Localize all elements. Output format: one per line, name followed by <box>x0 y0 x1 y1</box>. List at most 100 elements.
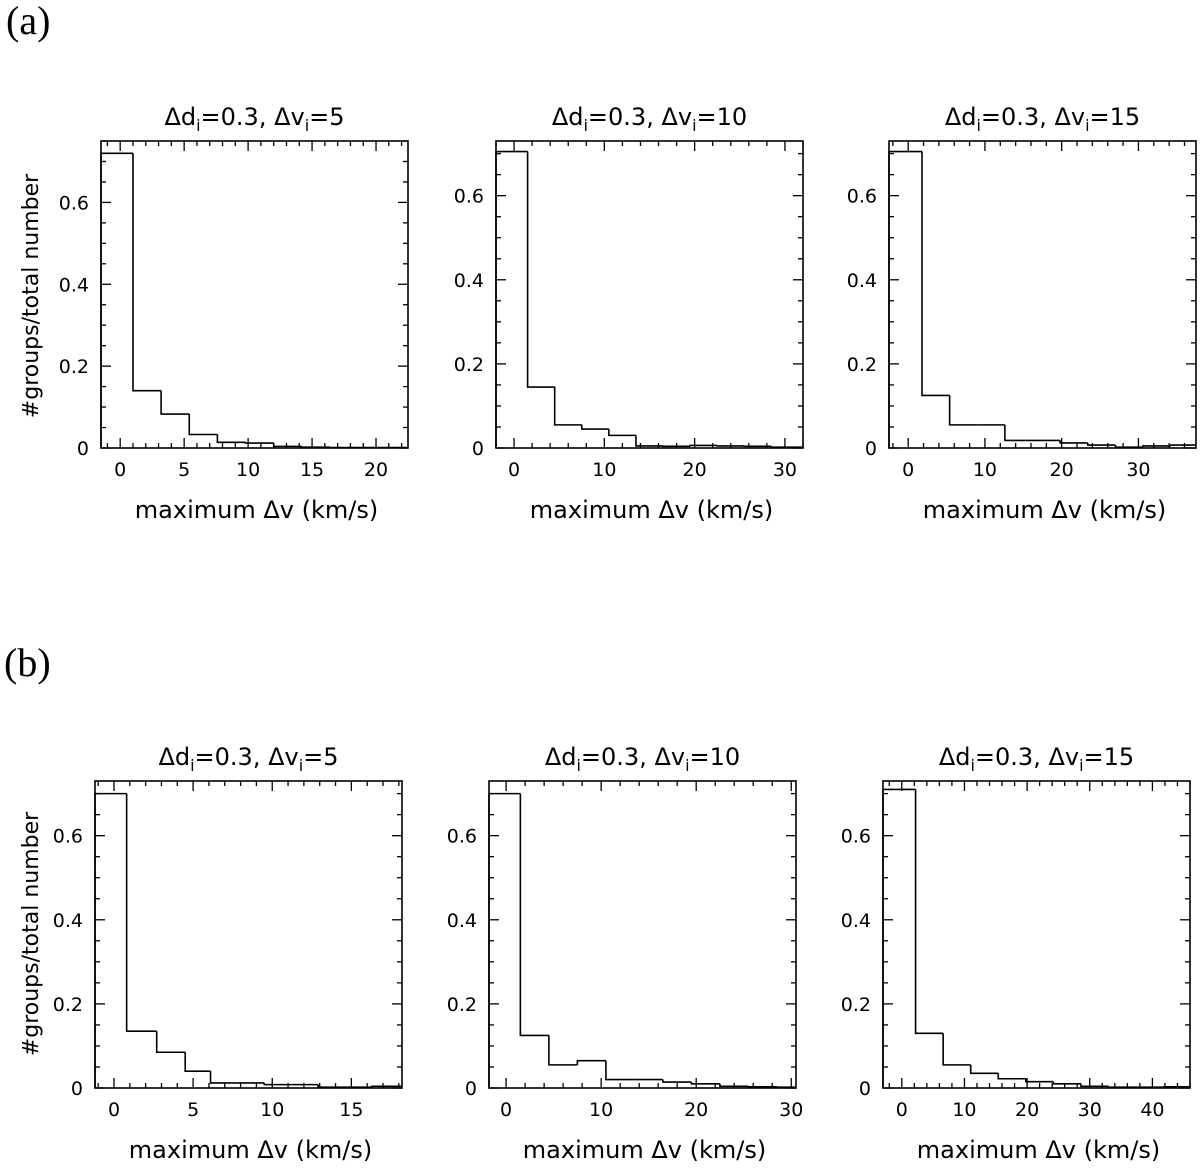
x-tick-label: 0 <box>902 459 914 481</box>
title-subscript: i <box>1085 116 1089 135</box>
title-subscript: i <box>190 756 194 775</box>
chart-2: Δdi=0.3, Δvi=100 10 20 3000.20.40.6maximum … <box>454 103 804 524</box>
x-tick-label: 15 <box>300 459 324 481</box>
title-segment: =0.3, Δv <box>975 743 1079 771</box>
chart-1: Δdi=0.3, Δvi=50 5 10 15 2000.20.40.6maximum … <box>59 103 409 524</box>
histogram-bar <box>1086 442 1116 446</box>
histogram-bar <box>94 792 127 1088</box>
charts-group: Δdi=0.3, Δvi=50 5 10 15 2000.20.40.6maximum … <box>53 103 1197 1164</box>
chart-title: Δdi=0.3, Δvi=10 <box>552 103 747 135</box>
x-tick-label: 0 <box>896 1099 908 1121</box>
x-tick-label: 20 <box>1050 459 1074 481</box>
y-tick-label: 0.6 <box>454 186 484 208</box>
title-segment: =10 <box>690 743 741 771</box>
x-axis-label: maximum Δv (km/s) <box>530 496 773 524</box>
y-tick-label: 0 <box>465 1078 477 1100</box>
y-tick-label: 0.6 <box>847 186 877 208</box>
x-tick-label: 10 <box>260 1099 284 1121</box>
histogram-bar <box>969 1064 999 1075</box>
histogram-bar <box>948 395 978 426</box>
histogram-bar <box>719 1083 749 1088</box>
x-tick-label: 20 <box>683 459 707 481</box>
y-tick-label: 0 <box>865 438 877 460</box>
title-segment: =0.3, Δv <box>195 743 299 771</box>
title-segment: Δd <box>164 103 196 131</box>
y-tick-label: 0.6 <box>841 826 871 848</box>
y-tick-label: 0.2 <box>454 354 484 376</box>
histogram-bar <box>1114 445 1144 448</box>
histogram-bar <box>888 150 923 448</box>
title-segment: Δd <box>545 743 577 771</box>
title-segment: Δd <box>158 743 190 771</box>
chart-title: Δdi=0.3, Δvi=5 <box>164 103 344 135</box>
histogram-bar <box>244 442 274 444</box>
x-tick-label: 30 <box>1078 1099 1102 1121</box>
plot-frame <box>882 780 1191 1089</box>
plot-frame <box>488 780 797 1089</box>
histogram-bar <box>553 387 582 426</box>
x-tick-label: 10 <box>592 459 616 481</box>
histogram-bar <box>1004 424 1033 442</box>
chart-5: Δdi=0.3, Δvi=100 10 20 3000.20.40.6maximum … <box>447 743 804 1164</box>
title-segment: Δd <box>945 103 977 131</box>
histogram-bar <box>662 1079 692 1083</box>
panel-label-a: (a) <box>6 0 50 43</box>
plot-frame <box>100 140 409 449</box>
histogram-bar <box>605 1060 635 1081</box>
histogram-bar <box>997 1073 1026 1080</box>
chart-title: Δdi=0.3, Δvi=10 <box>545 743 740 775</box>
title-segment: =5 <box>309 103 344 131</box>
y-tick-label: 0.4 <box>447 910 477 932</box>
chart-title: Δdi=0.3, Δvi=15 <box>945 103 1140 135</box>
title-segment: =10 <box>697 103 748 131</box>
histogram-bar <box>608 429 636 437</box>
histogram-bar <box>882 788 916 1088</box>
x-tick-label: 0 <box>500 1099 512 1121</box>
histogram-bar <box>155 1031 186 1054</box>
y-tick-label: 0 <box>472 438 484 460</box>
histogram-bar <box>1080 1083 1109 1088</box>
histogram-bar <box>301 446 330 448</box>
title-segment: =0.3, Δv <box>201 103 305 131</box>
histogram-bar <box>272 443 302 448</box>
x-axis-label: maximum Δv (km/s) <box>923 496 1166 524</box>
histogram-bar <box>1142 445 1171 448</box>
title-subscript: i <box>692 116 696 135</box>
x-tick-label: 0 <box>108 1099 120 1121</box>
x-tick-label: 0 <box>114 459 126 481</box>
title-subscript: i <box>299 756 303 775</box>
x-tick-label: 0 <box>508 459 520 481</box>
histogram-bar <box>548 1035 578 1066</box>
x-axis-label: maximum Δv (km/s) <box>917 1136 1160 1164</box>
y-tick-label: 0.4 <box>847 270 877 292</box>
title-segment: =0.3, Δv <box>981 103 1085 131</box>
panel-label-b: (b) <box>4 640 51 685</box>
chart-3: Δdi=0.3, Δvi=150 10 20 3000.20.40.6maximum … <box>847 103 1197 524</box>
title-segment: =5 <box>303 743 338 771</box>
title-subscript: i <box>1079 756 1083 775</box>
histogram-bar <box>770 446 803 448</box>
y-tick-label: 0 <box>71 1078 83 1100</box>
y-tick-label: 0.4 <box>53 910 83 932</box>
histogram-bar <box>1025 1078 1054 1083</box>
y-tick-label: 0.4 <box>841 910 871 932</box>
x-tick-label: 40 <box>1140 1099 1164 1121</box>
title-subscript: i <box>196 116 200 135</box>
histogram-bar <box>371 1085 402 1088</box>
x-axis-label: maximum Δv (km/s) <box>135 496 378 524</box>
y-tick-label: 0 <box>77 438 89 460</box>
histogram-bar <box>580 424 609 430</box>
x-tick-label: 20 <box>1015 1099 1039 1121</box>
y-tick-label: 0.2 <box>53 994 83 1016</box>
y-tick-label: 0.4 <box>454 270 484 292</box>
y-tick-label: 0.4 <box>59 274 89 296</box>
histogram-bar <box>526 151 555 388</box>
x-tick-label: 20 <box>364 459 388 481</box>
histogram-bar <box>209 1071 238 1084</box>
x-tick-label: 30 <box>1126 459 1150 481</box>
x-tick-label: 5 <box>178 459 190 481</box>
histogram-bar <box>689 444 718 447</box>
x-tick-label: 15 <box>339 1099 363 1121</box>
x-tick-label: 10 <box>952 1099 976 1121</box>
